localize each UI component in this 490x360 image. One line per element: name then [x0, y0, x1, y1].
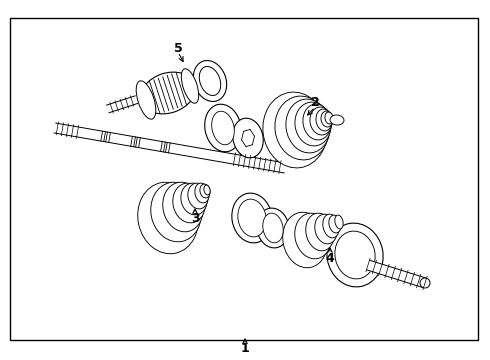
Ellipse shape [257, 208, 289, 248]
Text: 4: 4 [326, 252, 334, 265]
Ellipse shape [275, 96, 329, 160]
Ellipse shape [205, 104, 241, 152]
Polygon shape [54, 123, 286, 173]
Text: 3: 3 [191, 211, 199, 225]
Ellipse shape [263, 92, 327, 168]
Ellipse shape [181, 183, 207, 215]
Ellipse shape [163, 182, 203, 232]
Ellipse shape [200, 184, 210, 198]
Ellipse shape [263, 213, 283, 243]
Ellipse shape [295, 102, 331, 146]
Ellipse shape [330, 115, 344, 125]
Ellipse shape [327, 223, 383, 287]
Ellipse shape [232, 193, 272, 243]
Ellipse shape [233, 118, 263, 158]
Ellipse shape [195, 183, 209, 203]
Ellipse shape [335, 215, 343, 229]
Ellipse shape [283, 212, 327, 268]
Ellipse shape [321, 111, 333, 127]
Ellipse shape [325, 112, 333, 124]
Ellipse shape [335, 231, 375, 279]
Ellipse shape [303, 104, 331, 140]
Ellipse shape [295, 213, 331, 259]
Ellipse shape [151, 182, 201, 242]
Text: 2: 2 [311, 96, 319, 109]
Ellipse shape [199, 67, 220, 95]
Bar [10, 18, 478, 340]
Ellipse shape [286, 99, 330, 153]
Ellipse shape [141, 72, 196, 114]
Ellipse shape [329, 215, 341, 233]
Ellipse shape [315, 214, 337, 244]
Ellipse shape [194, 60, 227, 102]
Ellipse shape [316, 109, 332, 131]
Ellipse shape [181, 69, 198, 103]
Ellipse shape [306, 213, 334, 251]
Ellipse shape [204, 185, 210, 195]
Ellipse shape [188, 183, 208, 209]
Ellipse shape [420, 278, 430, 288]
Ellipse shape [323, 214, 339, 238]
Ellipse shape [310, 107, 332, 135]
Ellipse shape [138, 182, 198, 254]
Text: 5: 5 [173, 41, 182, 54]
Ellipse shape [238, 199, 266, 237]
Ellipse shape [212, 111, 234, 145]
Ellipse shape [136, 81, 156, 119]
Ellipse shape [173, 183, 205, 223]
Polygon shape [367, 260, 426, 288]
Polygon shape [107, 96, 138, 113]
Text: 1: 1 [241, 342, 249, 355]
